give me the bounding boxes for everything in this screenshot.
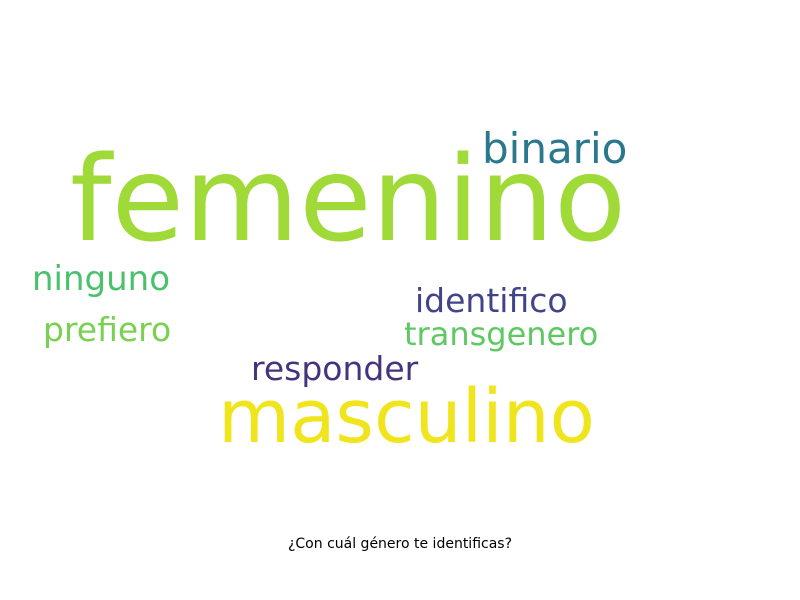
word-masculino: masculino xyxy=(218,374,595,460)
word-prefiero: prefiero xyxy=(43,310,172,349)
word-transgenero: transgenero xyxy=(404,315,599,353)
figure-caption: ¿Con cuál género te identificas? xyxy=(287,536,513,552)
word-femenino: femenino xyxy=(70,130,627,268)
word-identifico: identifico xyxy=(415,281,568,320)
word-responder: responder xyxy=(251,349,419,388)
word-ninguno: ninguno xyxy=(32,259,171,299)
word-binario: binario xyxy=(482,124,628,173)
